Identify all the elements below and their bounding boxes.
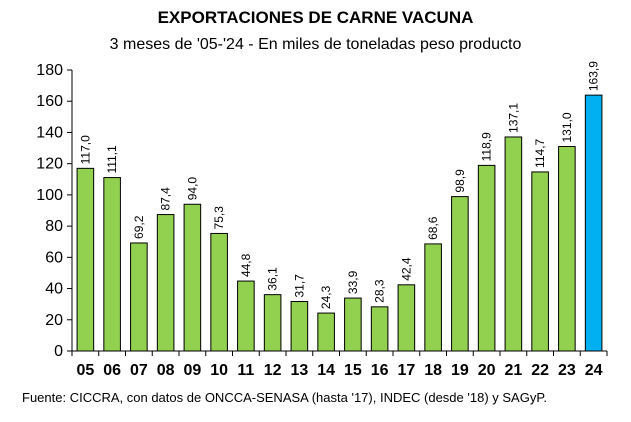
y-tick-label: 40 [45, 281, 63, 298]
y-tick-label: 120 [36, 156, 63, 173]
data-label: 111,1 [105, 145, 119, 174]
bar [290, 301, 309, 352]
bar [451, 196, 469, 352]
data-label: 24,3 [319, 285, 333, 309]
x-tick-label: 15 [344, 362, 362, 379]
data-label: 33,9 [346, 270, 360, 294]
x-tick-label: 16 [371, 362, 389, 379]
y-tick-label: 140 [36, 124, 63, 141]
bar [237, 280, 255, 352]
bar [477, 164, 496, 352]
x-tick-label: 20 [478, 362, 496, 379]
bar [76, 167, 95, 352]
x-tick-label: 08 [157, 362, 175, 379]
x-tick-label: 17 [397, 362, 415, 379]
data-label: 68,6 [426, 216, 440, 240]
bar [424, 243, 442, 352]
y-tick-label: 0 [54, 343, 63, 360]
x-tick-label: 10 [210, 362, 228, 379]
source-note: Fuente: CICCRA, con datos de ONCCA-SENAS… [22, 390, 547, 405]
y-tick-label: 180 [36, 62, 63, 79]
x-tick-label: 22 [531, 362, 549, 379]
x-tick-label: 24 [585, 362, 603, 379]
data-label: 163,9 [587, 61, 601, 91]
data-label: 137,1 [506, 103, 520, 133]
data-label: 98,9 [453, 169, 467, 193]
x-tick-label: 19 [451, 362, 469, 379]
bar [397, 284, 416, 352]
data-label: 87,4 [159, 187, 173, 211]
bar [103, 177, 121, 352]
bar [370, 306, 389, 352]
bar [344, 297, 362, 352]
bar [263, 294, 282, 352]
bar [558, 145, 576, 352]
data-label: 69,2 [132, 215, 146, 239]
bar [584, 94, 603, 352]
x-tick-label: 11 [237, 362, 254, 379]
data-label: 118,9 [480, 132, 494, 161]
bar [317, 312, 335, 352]
data-label: 42,4 [399, 257, 413, 281]
bar [504, 136, 523, 352]
data-label: 44,8 [239, 253, 253, 277]
data-label: 28,3 [373, 279, 387, 303]
x-tick-label: 09 [183, 362, 201, 379]
x-tick-label: 07 [130, 362, 148, 379]
x-tick-label: 05 [76, 362, 94, 379]
data-label: 31,7 [292, 274, 306, 298]
data-label: 117,0 [78, 135, 92, 164]
data-label: 131,0 [560, 112, 574, 142]
data-label: 114,7 [533, 138, 547, 167]
bar [156, 214, 175, 352]
data-label: 75,3 [212, 206, 226, 230]
y-tick-label: 60 [45, 249, 63, 266]
x-tick-label: 06 [103, 362, 121, 379]
y-tick-label: 20 [45, 312, 63, 329]
bar [183, 203, 202, 352]
x-tick-label: 18 [424, 362, 442, 379]
y-tick-label: 80 [45, 218, 63, 235]
y-tick-label: 100 [36, 187, 63, 204]
data-label: 36,1 [266, 267, 280, 291]
x-tick-label: 23 [558, 362, 576, 379]
x-tick-label: 13 [290, 362, 308, 379]
chart-title: EXPORTACIONES DE CARNE VACUNA [157, 8, 474, 27]
data-label: 94,0 [185, 177, 199, 201]
x-tick-label: 14 [317, 362, 335, 379]
x-tick-label: 21 [504, 362, 522, 379]
bar [531, 171, 549, 352]
bar [130, 242, 148, 352]
x-tick-label: 12 [264, 362, 282, 379]
y-tick-label: 160 [36, 93, 63, 110]
chart-subtitle: 3 meses de '05-'24 - En miles de tonelad… [109, 36, 522, 53]
bar [210, 232, 228, 352]
